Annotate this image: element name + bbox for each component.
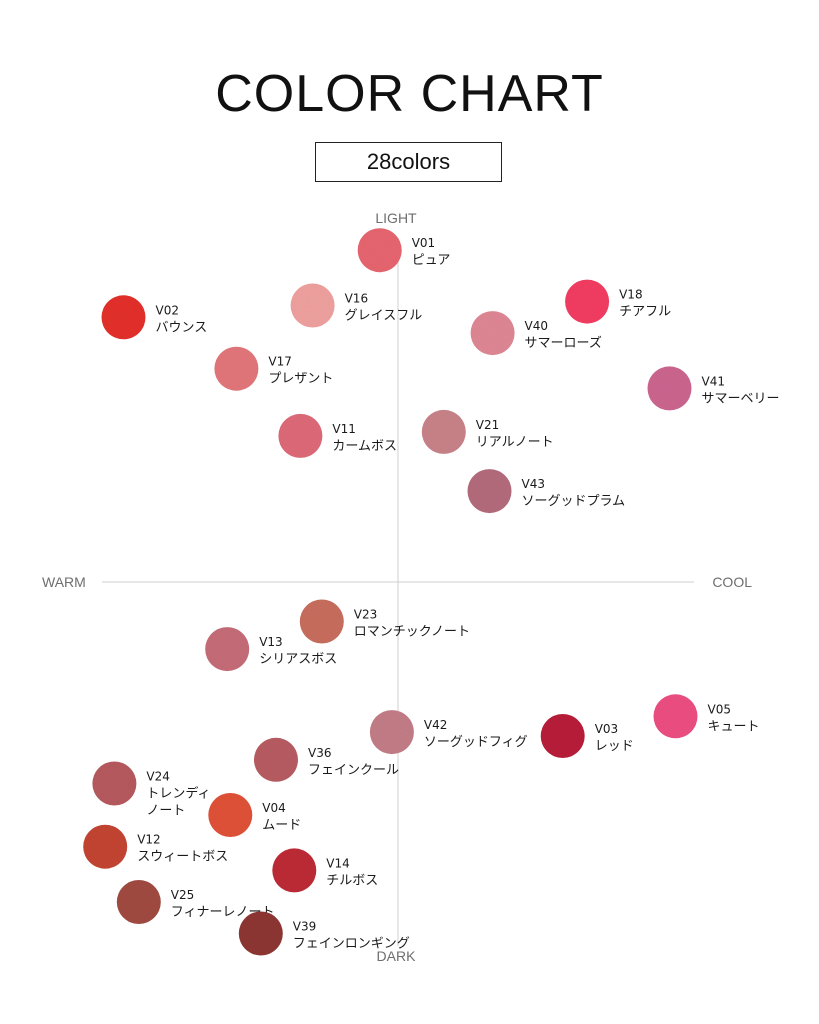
color-code-label: V14: [326, 856, 349, 870]
color-swatch: [101, 295, 146, 340]
color-code-label: V40: [525, 319, 548, 333]
color-swatch: [83, 824, 128, 869]
color-swatch: [421, 409, 466, 454]
color-name-label: スウィートボス: [137, 850, 228, 865]
color-swatch: [653, 694, 698, 739]
color-point-v03: V03 レッド: [540, 714, 634, 758]
color-name-label: トレンディ: [146, 786, 210, 802]
color-point-v04: V04 ムード: [208, 793, 301, 837]
color-name-label: シリアスボス: [259, 652, 337, 667]
color-code-label: V13: [259, 635, 282, 649]
color-swatch: [254, 737, 298, 782]
color-point-v42: V42 ソーグッドフィグ: [369, 710, 528, 755]
color-swatch: [357, 228, 402, 273]
color-swatch: [92, 761, 137, 806]
color-code-label: V23: [354, 608, 377, 622]
color-swatch: [278, 413, 323, 458]
color-swatch: [214, 346, 259, 391]
color-name-label: チルボス: [326, 873, 378, 888]
color-point-v13: V13 シリアスボス: [205, 627, 337, 672]
color-name-label: フェインクール: [308, 763, 399, 778]
color-point-v14: V14 チルボス: [272, 848, 378, 893]
color-name-label: リアルノート: [476, 435, 554, 450]
color-swatch: [205, 627, 250, 672]
page-title: COLOR CHART: [215, 65, 604, 123]
color-swatch: [647, 366, 692, 411]
color-swatch: [272, 848, 317, 893]
color-point-v18: V18 チアフル: [565, 279, 671, 324]
color-swatch: [467, 469, 512, 514]
color-name-label: ムード: [262, 818, 301, 833]
color-name-label: フェインロンギング: [293, 937, 410, 952]
color-point-v40: V40 サマーローズ: [470, 311, 602, 356]
color-swatch: [116, 880, 161, 924]
color-name-label: ピュア: [412, 253, 451, 268]
color-point-v11: V11 カームボス: [278, 413, 397, 458]
color-name-label: カームボス: [332, 439, 397, 454]
color-code-label: V36: [308, 746, 331, 760]
color-point-v05: V05 キュート: [653, 694, 760, 739]
color-name-label: サマーローズ: [525, 335, 602, 351]
color-point-v21: V21 リアルノート: [421, 409, 554, 454]
color-name-label: キュート: [708, 719, 760, 734]
color-name-label: グレイスフル: [345, 309, 423, 324]
color-code-label: V43: [522, 477, 545, 491]
color-points: V01 ピュア V02 バウンス V16 グレイスフル V18 チアフル V40 サマーローズ V1…: [83, 228, 780, 956]
color-name-label: レッド: [595, 739, 634, 754]
color-code-label: V05: [708, 702, 731, 716]
axis-label-cool: COOL: [712, 574, 752, 590]
color-swatch: [540, 714, 585, 758]
axis-label-warm: WARM: [42, 574, 86, 590]
color-name-label: サマーベリー: [702, 391, 780, 406]
color-name-label: バウンス: [156, 320, 208, 335]
color-code-label: V02: [156, 303, 179, 317]
color-code-label: V18: [619, 288, 642, 302]
color-point-v39: V39 フェインロンギング: [238, 911, 410, 956]
color-point-v43: V43 ソーグッドプラム: [467, 469, 626, 514]
color-swatch: [299, 599, 344, 644]
color-code-label: V12: [137, 833, 160, 847]
color-name-label: プレザント: [268, 372, 333, 387]
color-swatch: [238, 911, 283, 956]
color-swatch: [290, 283, 335, 328]
color-point-v17: V17 プレザント: [214, 346, 333, 391]
color-code-label: V16: [345, 292, 368, 306]
color-code-label: V41: [702, 374, 725, 388]
color-code-label: V21: [476, 418, 499, 432]
color-swatch: [369, 710, 414, 755]
color-code-label: V42: [424, 718, 447, 732]
color-swatch: [208, 793, 253, 837]
color-name-label: ソーグッドプラム: [522, 494, 626, 509]
axis-label-light: LIGHT: [375, 210, 417, 226]
color-name-label: ノート: [146, 804, 185, 819]
color-name-label: チアフル: [619, 305, 671, 320]
color-code-label: V11: [332, 422, 355, 436]
color-code-label: V01: [412, 236, 435, 250]
color-swatch: [470, 311, 515, 356]
color-point-v12: V12 スウィートボス: [83, 824, 228, 869]
color-code-label: V24: [146, 770, 169, 784]
color-code-label: V39: [293, 920, 316, 934]
color-point-v16: V16 グレイスフル: [290, 283, 423, 328]
color-swatch: [565, 279, 610, 324]
color-point-v41: V41 サマーベリー: [647, 366, 780, 411]
color-code-label: V04: [262, 801, 285, 815]
color-code-label: V03: [595, 722, 618, 736]
color-name-label: ロマンチックノート: [354, 625, 470, 640]
color-point-v01: V01 ピュア: [357, 228, 451, 273]
color-code-label: V17: [268, 355, 291, 369]
color-point-v02: V02 バウンス: [101, 295, 208, 340]
axis-label-dark: DARK: [377, 948, 417, 964]
color-count-badge: 28colors: [315, 142, 502, 182]
color-point-v23: V23 ロマンチックノート: [299, 599, 470, 644]
color-code-label: V25: [171, 888, 194, 902]
color-point-v36: V36 フェインクール: [254, 737, 399, 782]
color-name-label: ソーグッドフィグ: [424, 735, 528, 750]
